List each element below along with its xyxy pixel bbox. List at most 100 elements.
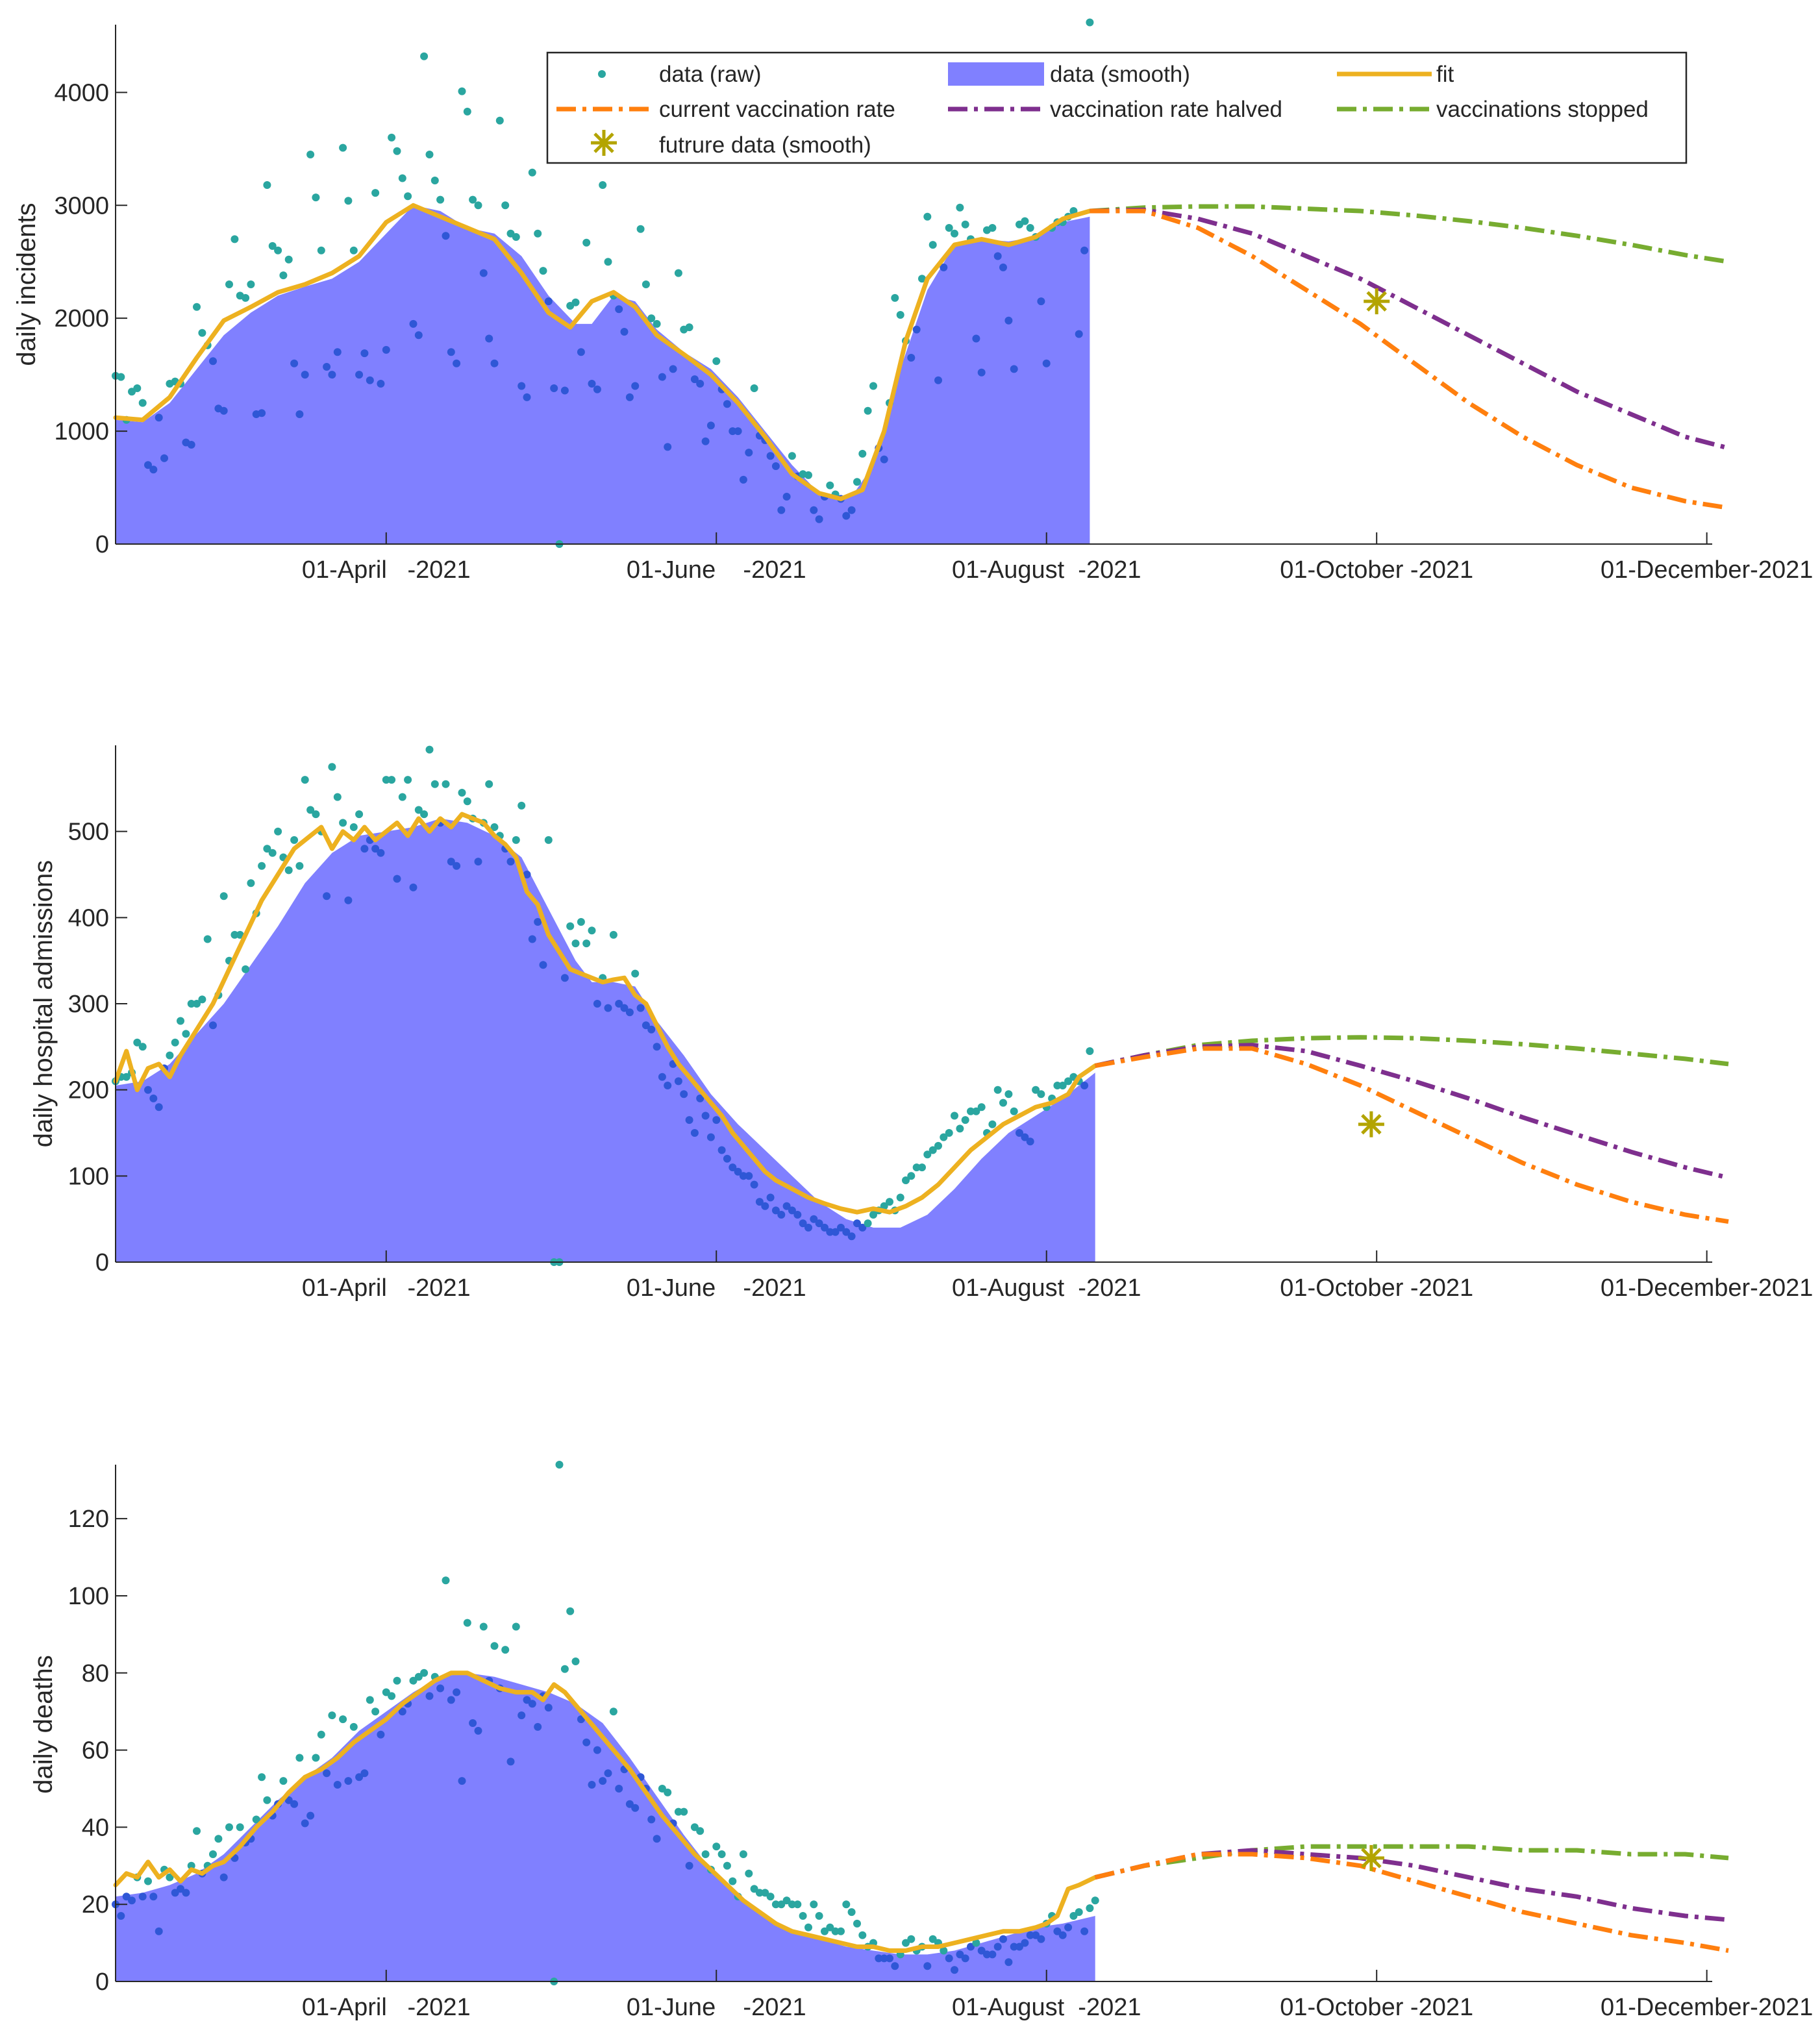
admissions-raw-point (647, 1025, 656, 1034)
deaths-raw-point (804, 1923, 812, 1931)
admissions-raw-point (690, 1129, 699, 1137)
incidents-x-tick-label: 01-December-2021 (1601, 556, 1813, 584)
incidents-raw-point (750, 384, 758, 392)
incidents-raw-point (636, 225, 645, 233)
admissions-raw-point (166, 1051, 174, 1060)
admissions-raw-point (295, 862, 304, 870)
incidents-raw-point (918, 275, 926, 283)
incidents-raw-point (880, 455, 888, 464)
deaths-raw-point (317, 1730, 325, 1739)
admissions-raw-point (685, 1116, 693, 1124)
incidents-raw-point (951, 229, 958, 238)
deaths-raw-point (745, 1869, 753, 1878)
incidents-raw-point (209, 357, 217, 366)
legend-swatch-raw (598, 70, 606, 78)
deaths-raw-point (177, 1885, 184, 1893)
admissions-raw-point (967, 1107, 975, 1115)
admissions-raw-point (328, 763, 336, 771)
deaths-raw-point (377, 1730, 385, 1739)
incidents-raw-point (582, 238, 591, 247)
legend-label-fit: fit (1436, 62, 1454, 87)
incidents-raw-point (242, 293, 250, 302)
admissions-raw-point (1037, 1090, 1045, 1099)
legend-swatch-smooth (948, 62, 1044, 86)
deaths-raw-point (1021, 1939, 1029, 1947)
deaths-raw-point (144, 1877, 152, 1885)
incidents-raw-point (328, 371, 336, 379)
legend-label-halved: vaccination rate halved (1050, 97, 1282, 122)
incidents-fit-line (113, 203, 1092, 501)
incidents-raw-point (620, 328, 629, 336)
admissions-y-axis-title: daily hospital admissions (29, 860, 58, 1147)
admissions-raw-point (242, 965, 250, 973)
admissions-raw-point (625, 1008, 634, 1017)
incidents-raw-point (1080, 246, 1089, 255)
admissions-raw-point (674, 1077, 682, 1086)
deaths-y-tick-label: 120 (68, 1506, 109, 1533)
incidents-y-tick-label: 0 (95, 531, 109, 558)
admissions-raw-point (680, 1090, 688, 1099)
admissions-raw-point (631, 969, 640, 978)
deaths-x-tick-label: 01-April -2021 (302, 1994, 471, 2021)
admissions-raw-point (961, 1116, 969, 1124)
incidents-raw-point (907, 354, 916, 362)
deaths-y-tick-label: 20 (82, 1891, 109, 1918)
deaths-raw-point (339, 1715, 347, 1724)
deaths-raw-point (647, 1815, 656, 1824)
deaths-raw-point (680, 1807, 688, 1816)
admissions-raw-point (333, 793, 342, 801)
incidents-raw-point (674, 269, 682, 277)
deaths-raw-point (414, 1672, 423, 1681)
admissions-raw-point (1064, 1077, 1073, 1086)
incidents-raw-point (279, 271, 288, 280)
deaths-raw-point (333, 1781, 342, 1789)
incidents-raw-point (588, 380, 596, 388)
legend: data (raw) data (smooth) fit current vac… (546, 51, 1688, 164)
deaths-raw-point (653, 1835, 661, 1843)
incidents-raw-point (631, 382, 640, 390)
admissions-raw-point (177, 1017, 184, 1025)
admissions-raw-point (712, 1116, 721, 1124)
deaths-raw-point (214, 1835, 223, 1843)
deaths-raw-point (225, 1823, 233, 1831)
deaths-raw-point (880, 1954, 888, 1963)
deaths-raw-point (750, 1885, 758, 1893)
deaths-y-tick-label: 0 (95, 1968, 109, 1996)
incidents-raw-point (896, 311, 904, 319)
deaths-raw-point (940, 1946, 948, 1955)
deaths-raw-point (398, 1707, 406, 1716)
admissions-raw-point (539, 961, 547, 969)
incidents-raw-point (539, 267, 547, 275)
incidents-raw-point (929, 241, 937, 249)
deaths-raw-point (290, 1800, 299, 1808)
admissions-y-tick-label: 100 (68, 1163, 109, 1190)
admissions-x-tick-label: 01-August -2021 (952, 1274, 1141, 1302)
incidents-raw-point (642, 280, 650, 288)
incidents-raw-point (712, 357, 721, 366)
incidents-raw-point (490, 359, 499, 367)
incidents-raw-point (138, 399, 147, 407)
deaths-raw-point (1004, 1958, 1013, 1967)
deaths-raw-point (388, 1692, 396, 1700)
admissions-y-tick-label: 300 (68, 991, 109, 1018)
admissions-raw-point (593, 1000, 601, 1008)
admissions-raw-point (1021, 1133, 1029, 1141)
incidents-raw-point (912, 325, 921, 334)
deaths-raw-point (1064, 1923, 1073, 1931)
deaths-raw-point (436, 1684, 445, 1693)
deaths-raw-point (993, 1943, 1002, 1951)
admissions-raw-point (886, 1198, 893, 1206)
incidents-raw-point (344, 197, 353, 205)
admissions-raw-point (236, 930, 244, 939)
deaths-raw-point (664, 1788, 672, 1796)
admissions-x-tick-label: 01-April -2021 (302, 1274, 471, 1302)
deaths-raw-point (777, 1900, 786, 1909)
deaths-stopped-line (1094, 1844, 1729, 1880)
admissions-raw-point (344, 896, 353, 904)
incidents-raw-point (388, 133, 396, 142)
incidents-raw-point (534, 229, 542, 238)
admissions-raw-point (231, 930, 239, 939)
incidents-raw-point (349, 246, 358, 255)
admissions-raw-point (993, 1086, 1002, 1094)
deaths-raw-point (815, 1912, 823, 1920)
